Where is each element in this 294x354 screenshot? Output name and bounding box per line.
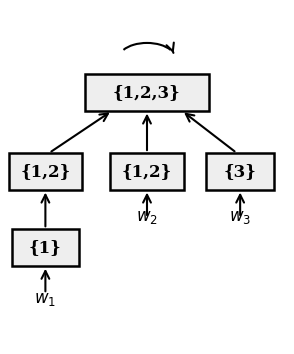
FancyBboxPatch shape	[9, 153, 82, 190]
FancyBboxPatch shape	[85, 74, 209, 111]
FancyBboxPatch shape	[206, 153, 274, 190]
Text: $w_1$: $w_1$	[34, 291, 56, 308]
Text: {1}: {1}	[29, 239, 62, 256]
Text: {1,2}: {1,2}	[20, 163, 71, 180]
Text: {1,2,3}: {1,2,3}	[113, 84, 181, 101]
Text: $w_3$: $w_3$	[229, 210, 251, 227]
Text: $w_2$: $w_2$	[136, 210, 158, 227]
Text: {3}: {3}	[224, 163, 257, 180]
FancyBboxPatch shape	[11, 229, 79, 266]
Text: {1,2}: {1,2}	[122, 163, 172, 180]
FancyBboxPatch shape	[110, 153, 184, 190]
